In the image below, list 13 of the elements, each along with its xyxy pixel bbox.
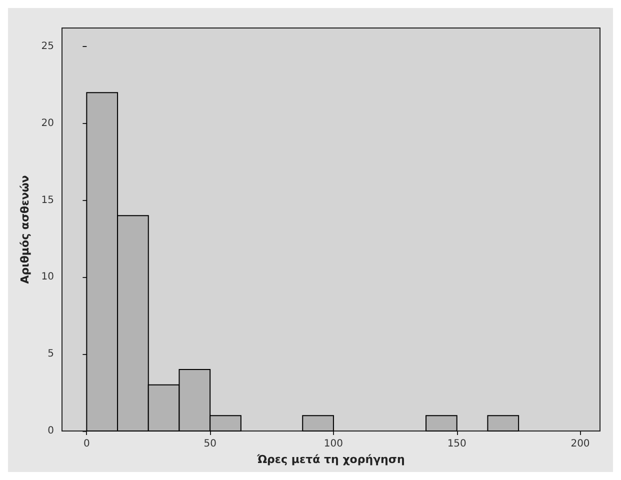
y-tick-label: 0	[48, 426, 54, 436]
y-tick-label: 25	[41, 40, 54, 52]
x-tick-label: 200	[570, 438, 590, 450]
y-tick-label: 5	[48, 348, 54, 360]
y-tick-label: 15	[41, 194, 54, 206]
x-tick-label: 150	[447, 438, 466, 450]
y-tick-label: 10	[41, 272, 54, 283]
x-tick-label: 0	[83, 438, 90, 450]
x-tick-label: 50	[204, 438, 216, 450]
y-tick-label: 20	[41, 118, 54, 129]
x-tick-label: 100	[324, 438, 344, 450]
x-axis-title: Ώρες μετά τη χορήγηση	[256, 452, 405, 466]
y-axis-title: Αριθμός ασθενών	[18, 175, 32, 284]
